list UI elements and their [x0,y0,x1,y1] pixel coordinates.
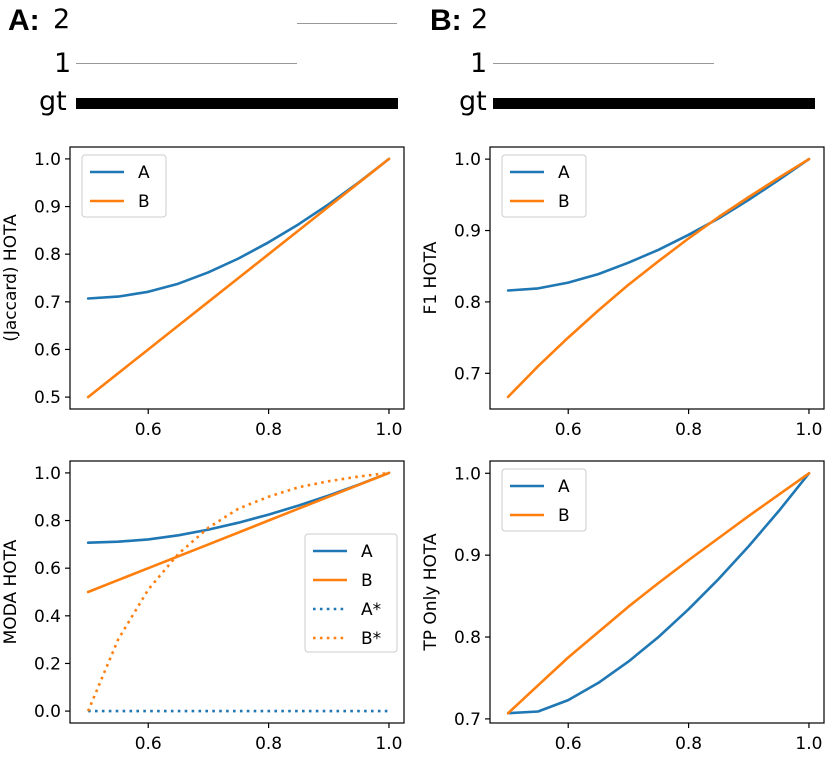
panel-b-letter: B: [430,4,462,37]
legend-label-moda-3: B* [361,629,381,649]
legend-label-f1-0: A [558,163,570,183]
panel-b-track-1 [493,63,714,64]
y-tick-label-tp_only-2: 0.9 [454,546,481,566]
legend-label-f1-1: B [558,192,570,212]
y-tick-label-jaccard-2: 0.7 [34,293,61,313]
x-tick-label-jaccard-0: 0.6 [135,420,162,440]
chart-tp_only: 0.6 0.8 1.0 0.7 0.8 0.9 1.0 TP Only HOTA AB [421,460,825,754]
chart-f1: 0.6 0.8 1.0 0.7 0.8 0.9 1.0 F1 HOTA AB [421,146,825,440]
x-tick-label-f1-0: 0.6 [555,420,582,440]
legend-label-moda-1: B [361,571,373,591]
legend-label-moda-2: A* [361,600,381,620]
panel-a-track-1 [76,63,297,64]
x-tick-label-moda-0: 0.6 [135,734,162,754]
y-tick-label-tp_only-3: 1.0 [454,464,481,484]
panel-a-track-2 [297,23,397,24]
series-line-jaccard-0 [86,157,391,300]
series-line-moda-1 [86,471,391,594]
x-tick-label-moda-2: 1.0 [375,734,402,754]
y-axis-label-moda: MODA HOTA [1,539,21,644]
axes-frame-f1 [489,146,825,410]
legend-box-f1 [501,154,587,218]
axes-frame-jaccard [69,146,405,410]
legend-jaccard: AB [81,154,167,218]
series-line-tp_only-1 [506,471,811,715]
legend-label-tp_only-0: A [558,477,570,497]
x-tick-label-jaccard-1: 0.8 [255,420,282,440]
axes-frame-tp_only [489,460,825,724]
y-tick-label-f1-1: 0.8 [454,293,481,313]
panel-a-track-gt-label: gt [39,86,67,117]
y-tick-label-moda-5: 1.0 [34,464,61,484]
panel-a-track-1-label: 1 [54,48,72,79]
panel-b-track-gt-label: gt [459,86,487,117]
y-tick-label-jaccard-3: 0.8 [34,245,61,265]
y-tick-label-moda-4: 0.8 [34,512,61,532]
chart-jaccard: 0.6 0.8 1.0 0.5 0.6 0.7 0.8 0.9 1.0 (Jaccard) HOT… [1,146,405,440]
x-tick-label-tp_only-0: 0.6 [555,734,582,754]
panel-a-track-gt [76,98,398,109]
legend-label-tp_only-1: B [558,506,570,526]
x-tick-label-moda-1: 0.8 [255,734,282,754]
series-line-jaccard-1 [86,157,391,399]
y-axis-label-tp_only: TP Only HOTA [421,533,441,652]
legend-label-jaccard-1: B [138,192,150,212]
legend-box-tp_only [501,468,587,532]
legend-moda: AB A* B* [304,533,398,653]
y-tick-label-moda-2: 0.4 [34,607,61,627]
x-tick-label-tp_only-1: 0.8 [675,734,702,754]
series-line-tp_only-0 [506,471,811,715]
legend-label-jaccard-0: A [138,163,150,183]
panel-a-track-2-label: 2 [53,4,71,35]
y-tick-label-f1-2: 0.9 [454,222,481,242]
y-tick-label-tp_only-1: 0.8 [454,628,481,648]
chart-moda: 0.6 0.8 1.0 0.0 0.2 0.4 0.6 0.8 1.0 MODA HOTA AB A*… [1,460,405,754]
y-tick-label-f1-3: 1.0 [454,150,481,170]
legend-box-moda [304,533,398,653]
y-tick-label-jaccard-0: 0.5 [34,388,61,408]
panel-a-letter: A: [8,4,40,37]
x-tick-label-jaccard-2: 1.0 [375,420,402,440]
panel-b-track-2-label: 2 [471,4,489,35]
panel-b-track-gt [493,98,815,109]
x-tick-label-tp_only-2: 1.0 [795,734,822,754]
series-line-f1-0 [506,157,811,292]
x-tick-label-f1-1: 0.8 [675,420,702,440]
y-tick-label-tp_only-0: 0.7 [454,710,481,730]
y-tick-label-jaccard-4: 0.9 [34,198,61,218]
axes-frame-moda [69,460,405,724]
legend-f1: AB [501,154,587,218]
y-axis-label-jaccard: (Jaccard) HOTA [1,214,21,342]
y-axis-label-f1: F1 HOTA [421,241,441,314]
y-tick-label-moda-3: 0.6 [34,559,61,579]
panel-b-track-1-label: 1 [470,48,488,79]
series-line-f1-1 [506,157,811,399]
y-tick-label-f1-0: 0.7 [454,364,481,384]
x-tick-label-f1-2: 1.0 [795,420,822,440]
y-tick-label-moda-1: 0.2 [34,654,61,674]
legend-label-moda-0: A [361,542,373,562]
y-tick-label-jaccard-1: 0.6 [34,340,61,360]
legend-box-jaccard [81,154,167,218]
legend-tp_only: AB [501,468,587,532]
y-tick-label-moda-0: 0.0 [34,702,61,722]
y-tick-label-jaccard-5: 1.0 [34,150,61,170]
